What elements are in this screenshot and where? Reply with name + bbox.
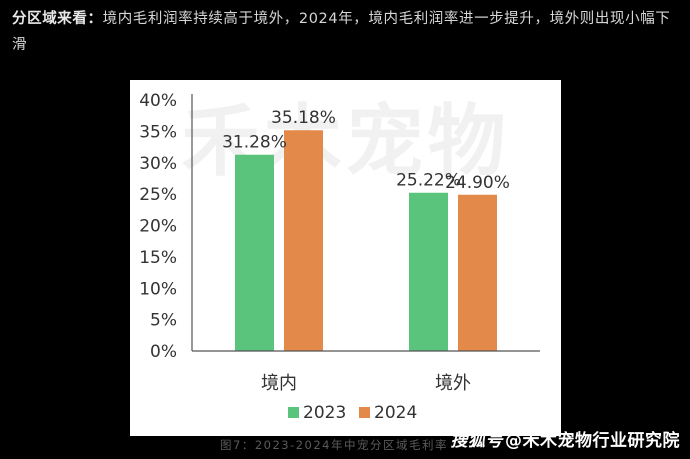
source-credit: 搜狐号 @禾木宠物行业研究院 [451, 426, 681, 451]
platform-logo: 搜狐号 [450, 431, 503, 451]
x-tick-label: 境外 [435, 373, 471, 394]
chart-card: 禾木宠物 0% 5% 10% 15% 20% 25% 30% 35% 40% 31.28% 35.… [130, 80, 561, 436]
y-tick-label: 40% [139, 91, 177, 111]
y-tick-label: 10% [139, 279, 177, 299]
bar-2023-1 [409, 192, 448, 351]
y-tick-label: 5% [150, 311, 177, 331]
intro-text: 境内毛利润率持续高于境外，2024年，境内毛利润率进一步提升，境外则出现小幅下滑 [12, 11, 671, 53]
data-label: 25.22% [396, 171, 461, 191]
legend-swatch-2024 [359, 407, 370, 418]
x-tick-label: 境内 [261, 373, 297, 394]
y-tick-label: 20% [139, 217, 177, 237]
y-tick-label: 25% [139, 185, 177, 205]
figure-caption: 图7：2023-2024年中宠分区域毛利率 [220, 438, 448, 452]
bar-2023-0 [235, 154, 274, 351]
y-tick-label: 35% [139, 122, 177, 142]
intro-paragraph: 分区域来看：境内毛利润率持续高于境外，2024年，境内毛利润率进一步提升，境外则… [12, 6, 684, 58]
y-tick-label: 0% [150, 342, 177, 362]
intro-lead: 分区域来看： [12, 11, 103, 27]
author-handle: @禾木宠物行业研究院 [505, 431, 680, 451]
data-label: 35.18% [271, 108, 336, 128]
y-tick-label: 30% [139, 154, 177, 174]
legend-label: 2024 [374, 403, 417, 423]
bar-chart: 0% 5% 10% 15% 20% 25% 30% 35% 40% 31.28% 35.18% 25… [139, 91, 540, 423]
bar-2024-1 [458, 194, 497, 351]
bar-2024-0 [284, 130, 323, 351]
legend-swatch-2023 [288, 407, 299, 418]
y-tick-label: 15% [139, 248, 177, 268]
data-label: 31.28% [222, 133, 287, 153]
legend-label: 2023 [303, 403, 346, 423]
data-label: 24.90% [445, 173, 510, 193]
